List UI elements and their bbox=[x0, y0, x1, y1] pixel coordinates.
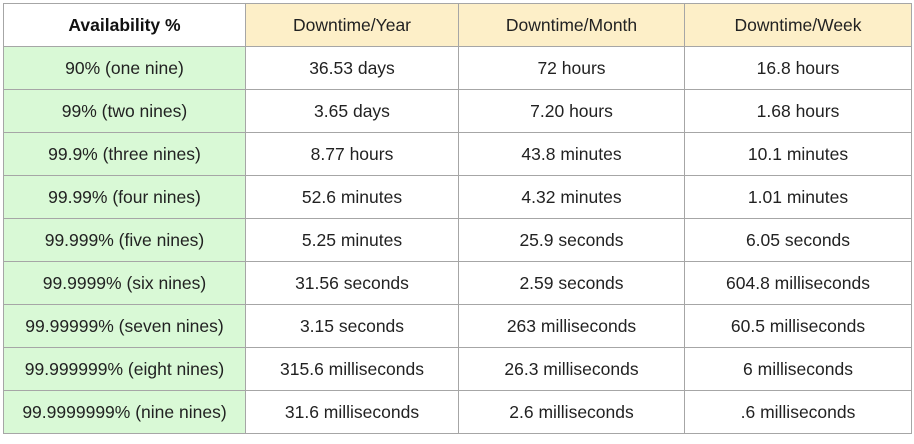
availability-cell: 99.9% (three nines) bbox=[3, 132, 246, 176]
table-row: 99.999999% (eight nines) 315.6 milliseco… bbox=[3, 347, 912, 391]
table-row: 99.99% (four nines) 52.6 minutes 4.32 mi… bbox=[3, 175, 912, 219]
availability-cell: 99.9999999% (nine nines) bbox=[3, 390, 246, 434]
downtime-week-cell: .6 milliseconds bbox=[684, 390, 912, 434]
downtime-week-cell: 6 milliseconds bbox=[684, 347, 912, 391]
downtime-month-cell: 25.9 seconds bbox=[458, 218, 685, 262]
downtime-month-cell: 2.6 milliseconds bbox=[458, 390, 685, 434]
header-downtime-month: Downtime/Month bbox=[458, 3, 685, 47]
availability-cell: 99.99% (four nines) bbox=[3, 175, 246, 219]
downtime-year-cell: 5.25 minutes bbox=[245, 218, 459, 262]
header-downtime-year: Downtime/Year bbox=[245, 3, 459, 47]
downtime-week-cell: 16.8 hours bbox=[684, 46, 912, 90]
availability-cell: 99.999999% (eight nines) bbox=[3, 347, 246, 391]
downtime-week-cell: 10.1 minutes bbox=[684, 132, 912, 176]
downtime-year-cell: 8.77 hours bbox=[245, 132, 459, 176]
downtime-week-cell: 60.5 milliseconds bbox=[684, 304, 912, 348]
downtime-month-cell: 26.3 milliseconds bbox=[458, 347, 685, 391]
downtime-year-cell: 315.6 milliseconds bbox=[245, 347, 459, 391]
header-availability: Availability % bbox=[3, 3, 246, 47]
downtime-year-cell: 36.53 days bbox=[245, 46, 459, 90]
downtime-week-cell: 6.05 seconds bbox=[684, 218, 912, 262]
header-downtime-week: Downtime/Week bbox=[684, 3, 912, 47]
table-row: 90% (one nine) 36.53 days 72 hours 16.8 … bbox=[3, 46, 912, 90]
downtime-week-cell: 604.8 milliseconds bbox=[684, 261, 912, 305]
availability-cell: 99.99999% (seven nines) bbox=[3, 304, 246, 348]
availability-table: Availability % Downtime/Year Downtime/Mo… bbox=[3, 3, 912, 434]
table-row: 99.9999999% (nine nines) 31.6 millisecon… bbox=[3, 390, 912, 434]
downtime-month-cell: 4.32 minutes bbox=[458, 175, 685, 219]
downtime-year-cell: 31.56 seconds bbox=[245, 261, 459, 305]
availability-cell: 99.9999% (six nines) bbox=[3, 261, 246, 305]
downtime-year-cell: 3.15 seconds bbox=[245, 304, 459, 348]
downtime-week-cell: 1.68 hours bbox=[684, 89, 912, 133]
availability-cell: 99% (two nines) bbox=[3, 89, 246, 133]
downtime-year-cell: 3.65 days bbox=[245, 89, 459, 133]
downtime-year-cell: 31.6 milliseconds bbox=[245, 390, 459, 434]
availability-cell: 90% (one nine) bbox=[3, 46, 246, 90]
downtime-month-cell: 43.8 minutes bbox=[458, 132, 685, 176]
downtime-month-cell: 2.59 seconds bbox=[458, 261, 685, 305]
availability-cell: 99.999% (five nines) bbox=[3, 218, 246, 262]
header-row: Availability % Downtime/Year Downtime/Mo… bbox=[3, 3, 912, 47]
table-row: 99.9% (three nines) 8.77 hours 43.8 minu… bbox=[3, 132, 912, 176]
downtime-month-cell: 7.20 hours bbox=[458, 89, 685, 133]
table-row: 99.9999% (six nines) 31.56 seconds 2.59 … bbox=[3, 261, 912, 305]
table-row: 99.99999% (seven nines) 3.15 seconds 263… bbox=[3, 304, 912, 348]
table-row: 99.999% (five nines) 5.25 minutes 25.9 s… bbox=[3, 218, 912, 262]
downtime-week-cell: 1.01 minutes bbox=[684, 175, 912, 219]
downtime-month-cell: 72 hours bbox=[458, 46, 685, 90]
downtime-month-cell: 263 milliseconds bbox=[458, 304, 685, 348]
downtime-year-cell: 52.6 minutes bbox=[245, 175, 459, 219]
table-row: 99% (two nines) 3.65 days 7.20 hours 1.6… bbox=[3, 89, 912, 133]
